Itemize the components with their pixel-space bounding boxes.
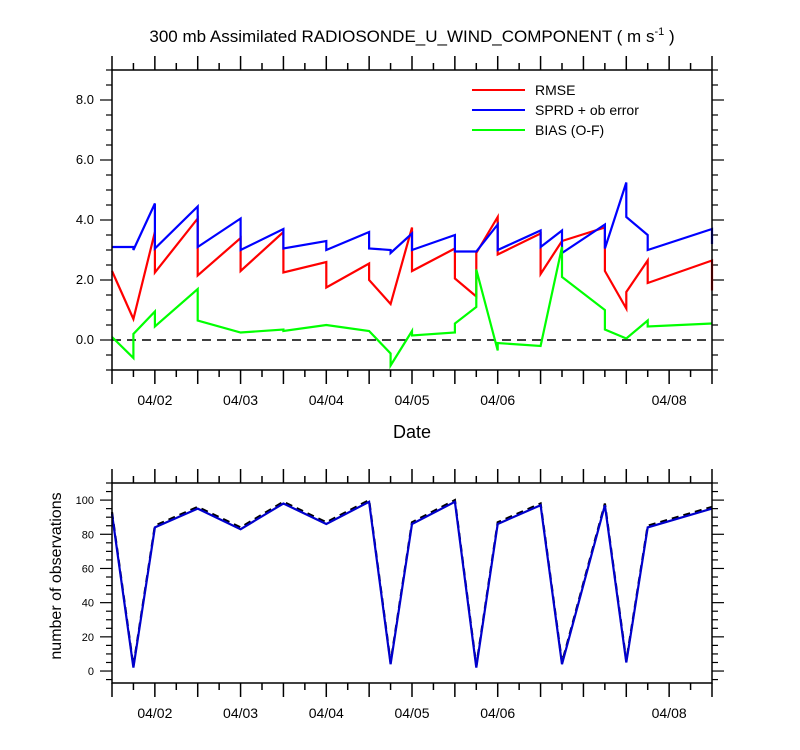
x-tick-label: 04/05 [394,705,429,721]
x-tick-label: 04/03 [223,705,258,721]
x-tick-label: 04/04 [309,392,344,408]
y-tick-label: 2.0 [76,272,94,287]
bottom-plot-y-tick-labels: 0 20 40 60 80 100 [76,495,94,678]
top-plot-ticks [100,56,724,384]
top-plot-frame [111,69,713,371]
top-plot-y-tick-labels: 0.0 2.0 4.0 6.0 8.0 [76,92,94,347]
x-tick-label: 04/02 [137,705,172,721]
legend-label: RMSE [535,82,575,98]
x-axis-label: Date [393,422,431,442]
y-tick-label: 8.0 [76,92,94,107]
series-line-possible-observations [110,498,713,667]
top-plot-series [110,182,714,370]
x-tick-label: 04/03 [223,392,258,408]
series-line-assimilated-observations [110,500,713,668]
x-tick-label: 04/06 [480,705,515,721]
x-tick-label: 04/05 [394,392,429,408]
y-tick-label: 0 [88,666,94,678]
y-tick-label: 20 [82,632,94,644]
chart-title-main: 300 mb Assimilated RADIOSONDE_U_WIND_COM… [149,27,654,46]
y-tick-label: 40 [82,598,94,610]
x-tick-label: 04/08 [652,392,687,408]
bottom-plot-x-tick-labels: 04/02 04/03 04/04 04/05 04/06 04/08 [137,705,687,721]
chart-title: 300 mb Assimilated RADIOSONDE_U_WIND_COM… [149,26,674,46]
x-tick-label: 04/04 [309,705,344,721]
bottom-plot-ticks [100,469,724,697]
x-tick-label: 04/02 [137,392,172,408]
legend-label: SPRD + ob error [535,102,639,118]
y-tick-label: 100 [76,495,94,507]
legend: RMSE SPRD + ob error BIAS (O-F) [472,82,639,138]
bottom-plot-frame [111,482,713,684]
bottom-plot-series [110,498,713,668]
series-line-bias-o-f [111,246,713,370]
legend-label: BIAS (O-F) [535,122,604,138]
y-axis-label-observations: number of observations [48,492,65,659]
series-line-sprd-ob-error [112,182,714,256]
x-tick-label: 04/08 [652,705,687,721]
top-plot: 0.02.04.06.08.0 04/02 04/03 04/04 04/05 04/0… [76,56,724,442]
y-tick-label: 4.0 [76,212,94,227]
chart-title-unit-sup: -1 [654,26,664,38]
chart-title-close: ) [664,27,674,46]
y-tick-label: 80 [82,529,94,541]
x-tick-label: 04/06 [480,392,515,408]
y-tick-label: 60 [82,563,94,575]
series-line-rmse [110,212,714,323]
top-plot-x-tick-labels: 04/02 04/03 04/04 04/05 04/06 04/08 [137,392,687,408]
y-tick-label: 6.0 [76,152,94,167]
y-tick-label: 0.0 [76,332,94,347]
